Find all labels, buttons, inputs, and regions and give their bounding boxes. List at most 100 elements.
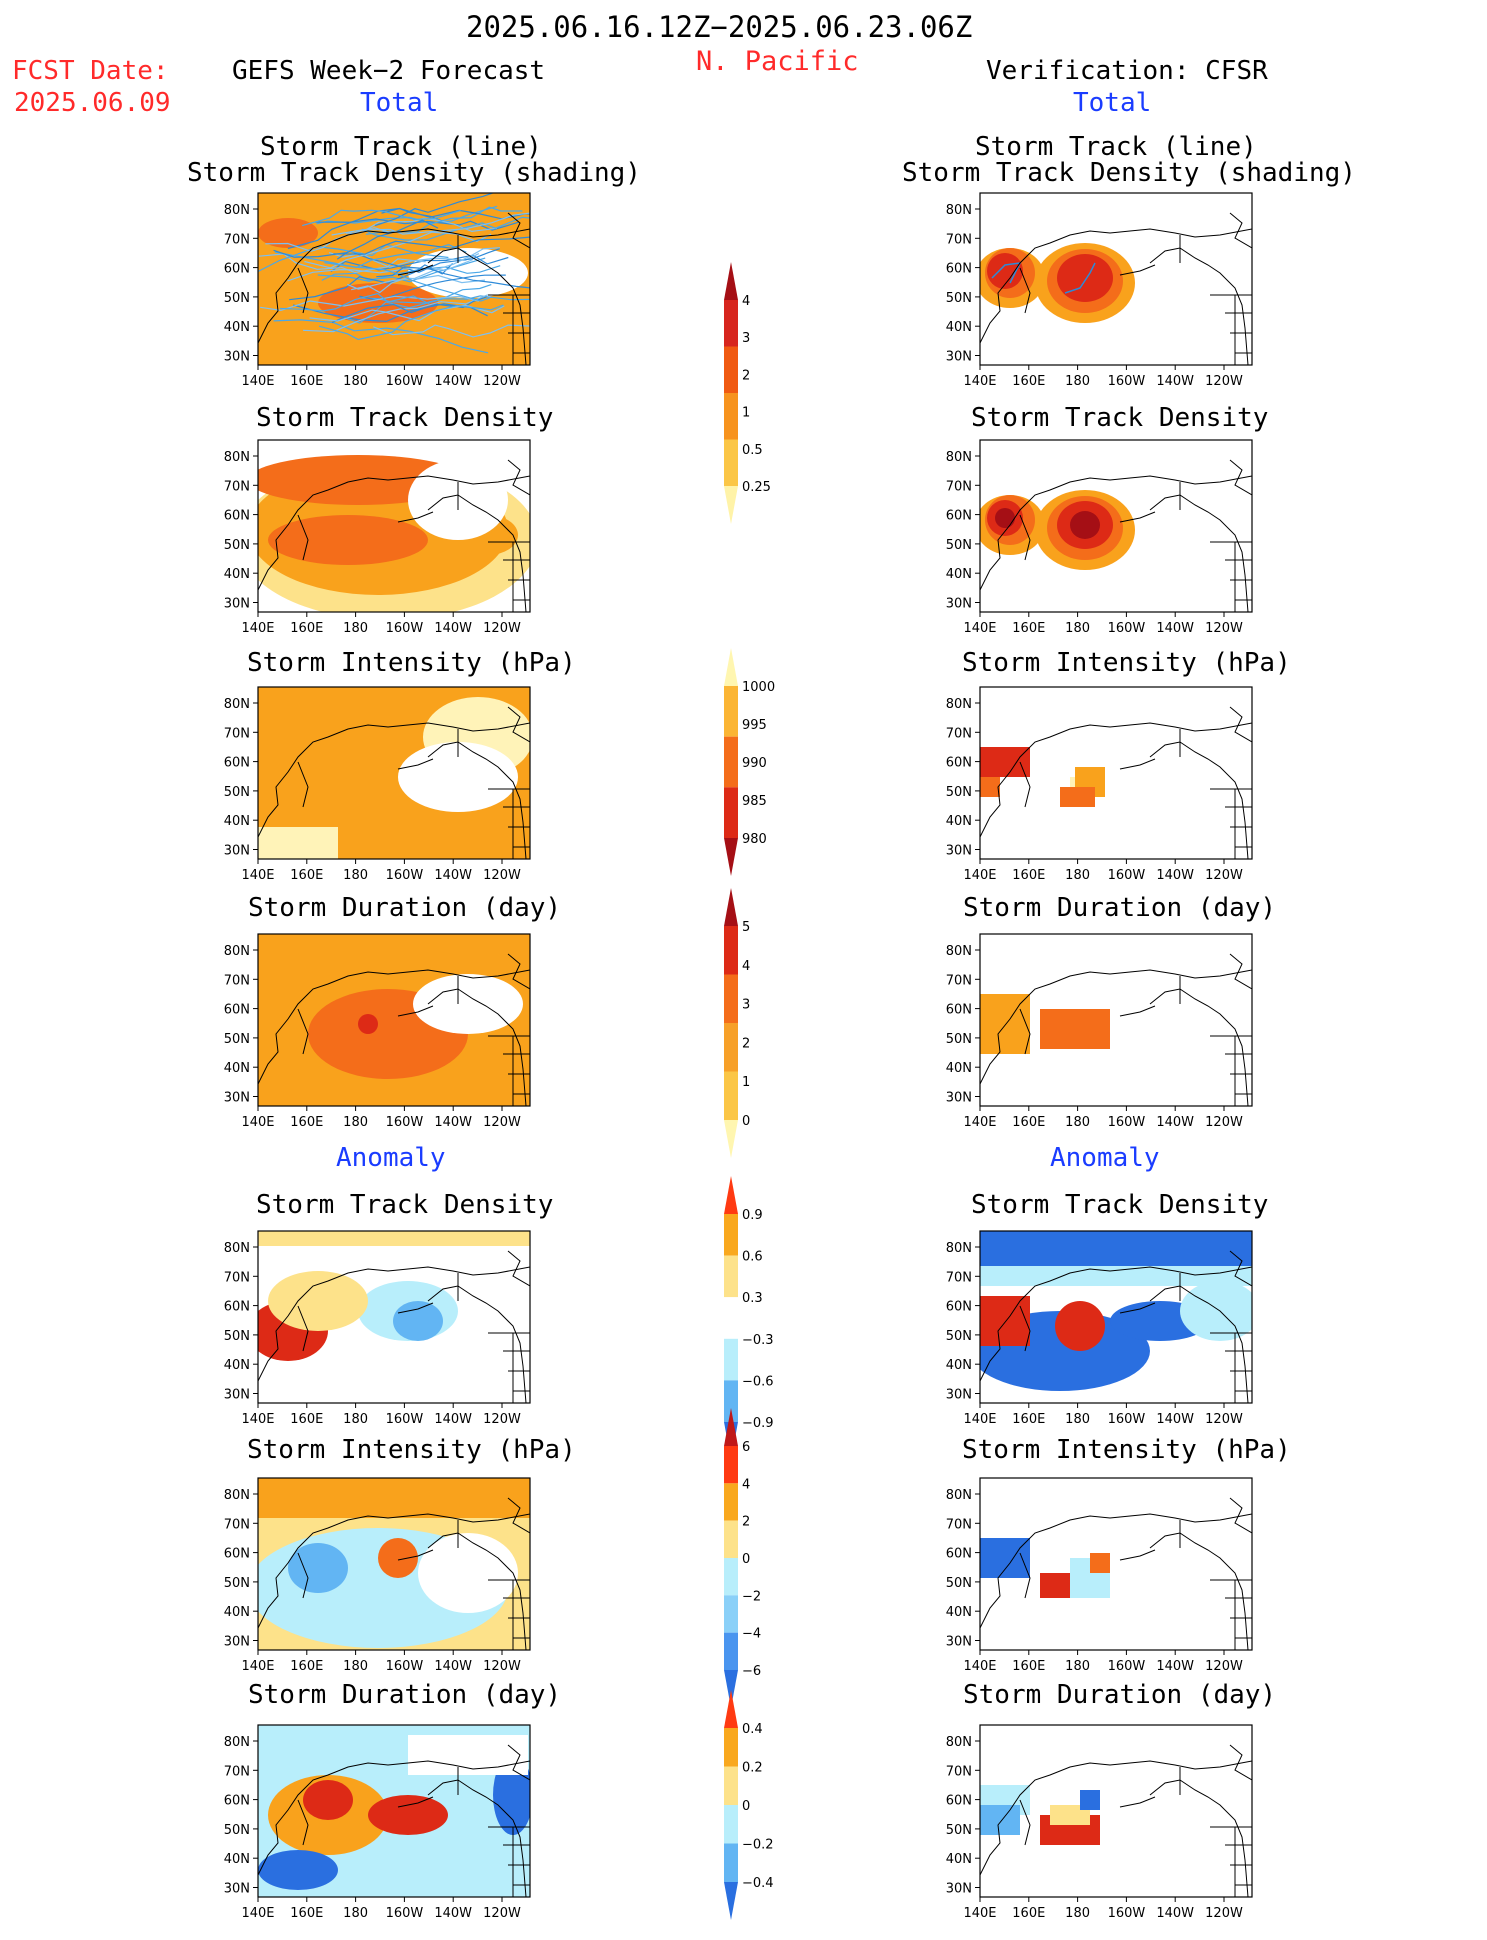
lat-tick-label: 80N: [946, 697, 972, 712]
colorbar-label: 0.6: [742, 1250, 763, 1265]
lat-tick-label: 40N: [224, 1358, 250, 1373]
colorbar-swatch: [724, 1214, 738, 1256]
lat-tick-label: 40N: [224, 1852, 250, 1867]
colorbar-swatch: [724, 346, 738, 393]
colorbar-swatch: [724, 1483, 738, 1521]
left-p6-title: Storm Intensity (hPa): [247, 1435, 576, 1465]
fcst-date-label: FCST Date:: [12, 56, 169, 86]
shading-blob: [1055, 1301, 1105, 1351]
lon-tick-label: 160E: [1012, 374, 1045, 389]
left-column-title: GEFS Week−2 Forecast: [232, 56, 546, 86]
lon-tick-label: 160E: [1012, 868, 1045, 883]
lon-tick-label: 160W: [1108, 621, 1146, 636]
lat-tick-label: 40N: [224, 1061, 250, 1076]
lat-tick-label: 60N: [946, 1003, 972, 1018]
lon-tick-label: 140E: [963, 621, 996, 636]
shading-cell: [980, 1266, 1252, 1286]
shading-cell: [258, 1231, 530, 1246]
lat-tick-label: 60N: [946, 1794, 972, 1809]
right-duration-anom-plot: 80N 70N 60N 50N 40N 30N 140E 160E 180 160W 140W 120…: [946, 1724, 1253, 1921]
lon-tick-label: 160W: [386, 374, 424, 389]
lon-tick-label: 140E: [241, 1906, 274, 1921]
right-p2-title: Storm Track Density: [971, 403, 1269, 433]
left-p4-title: Storm Duration (day): [248, 893, 562, 923]
lat-tick-label: 70N: [224, 1764, 250, 1779]
left-duration-anom-plot: 80N 70N 60N 50N 40N 30N 140E 160E 180 160W 140W 120…: [224, 1724, 531, 1921]
lat-tick-label: 50N: [224, 1032, 250, 1047]
lon-tick-label: 160E: [1012, 1115, 1045, 1130]
right-intensity-plot: 80N 70N 60N 50N 40N 30N 140E 160E 180 160W 140W 120…: [946, 686, 1253, 883]
colorbar-label: 0.9: [742, 1208, 763, 1223]
lon-tick-label: 180: [343, 1115, 368, 1130]
lat-tick-label: 30N: [946, 1635, 972, 1650]
colorbar-bottom-arrow: [724, 1882, 738, 1920]
colorbar-label: 0: [742, 1552, 750, 1567]
lon-tick-label: 140W: [1156, 374, 1194, 389]
lon-tick-label: 140E: [963, 374, 996, 389]
lon-tick-label: 160E: [290, 1906, 323, 1921]
left-intensity-map: 80N 70N 60N 50N 40N 30N 140E 160E 180 160W 140W 120…: [224, 686, 531, 883]
lon-tick-label: 140W: [434, 374, 472, 389]
left-density-anom-map: 80N 70N 60N 50N 40N 30N 140E 160E 180 160W 140W 120…: [224, 1230, 531, 1427]
shading-cell: [1080, 1790, 1100, 1810]
lon-tick-label: 120W: [483, 621, 521, 636]
shading-blob: [268, 1271, 368, 1331]
shading-blob: [418, 1533, 518, 1613]
shading-blob: [268, 515, 428, 565]
lon-tick-label: 180: [1065, 1659, 1090, 1674]
shading-blob: [288, 1543, 348, 1593]
colorbar-swatch: [724, 1255, 738, 1298]
colorbar-swatch: [724, 1380, 738, 1422]
colorbar-swatch: [724, 300, 738, 347]
colorbar-bottom-arrow: [724, 486, 738, 524]
lat-tick-label: 40N: [946, 814, 972, 829]
lon-tick-label: 160E: [1012, 1412, 1045, 1427]
colorbar-label: −0.2: [742, 1838, 774, 1853]
lon-tick-label: 140E: [241, 374, 274, 389]
lon-tick-label: 180: [343, 1412, 368, 1427]
lon-tick-label: 140E: [241, 1412, 274, 1427]
shading-blob: [413, 974, 523, 1034]
lat-tick-label: 50N: [946, 1823, 972, 1838]
lat-tick-label: 70N: [946, 973, 972, 988]
lon-tick-label: 160W: [386, 621, 424, 636]
lat-tick-label: 70N: [946, 1764, 972, 1779]
colorbar-swatch: [724, 1338, 738, 1381]
lat-tick-label: 70N: [224, 1270, 250, 1285]
shading-blob: [987, 253, 1023, 289]
colorbar-label: −6: [742, 1664, 761, 1679]
colorbar-density_anom: 0.9 0.6 0.3 −0.3 −0.6 −0.9: [724, 1176, 774, 1460]
lat-tick-label: 60N: [224, 262, 250, 277]
left-intensity-anom-plot: 80N 70N 60N 50N 40N 30N 140E 160E 180 160W 140W 120…: [224, 1477, 531, 1674]
lat-tick-label: 80N: [224, 1241, 250, 1256]
lat-tick-label: 80N: [946, 203, 972, 218]
lon-tick-label: 140E: [963, 1906, 996, 1921]
lon-tick-label: 140E: [963, 1115, 996, 1130]
lat-tick-label: 80N: [224, 697, 250, 712]
lon-tick-label: 180: [343, 868, 368, 883]
shading-blob: [398, 742, 518, 812]
right-density-map: 80N 70N 60N 50N 40N 30N 140E 160E 180 160W 140W 120…: [946, 439, 1253, 636]
lon-tick-label: 120W: [483, 1115, 521, 1130]
lat-tick-label: 40N: [946, 1852, 972, 1867]
lon-tick-label: 160E: [290, 1659, 323, 1674]
lon-tick-label: 160E: [290, 1115, 323, 1130]
lon-tick-label: 140E: [963, 1412, 996, 1427]
right-p1-title-line1: Storm Track (line): [975, 132, 1257, 162]
lon-tick-label: 140E: [241, 1659, 274, 1674]
left-p3-title: Storm Intensity (hPa): [247, 648, 576, 678]
lon-tick-label: 120W: [1205, 1412, 1243, 1427]
lon-tick-label: 180: [1065, 868, 1090, 883]
shading-blob: [995, 508, 1015, 528]
lat-tick-label: 30N: [224, 597, 250, 612]
lon-tick-label: 120W: [1205, 621, 1243, 636]
lat-tick-label: 80N: [946, 450, 972, 465]
lon-tick-label: 180: [343, 374, 368, 389]
colorbar-duration: 5 4 3 2 1 0: [724, 888, 750, 1158]
colorbar-swatch: [724, 1071, 738, 1120]
lon-tick-label: 120W: [1205, 1115, 1243, 1130]
lat-tick-label: 60N: [946, 756, 972, 771]
colorbar-swatch: [724, 736, 738, 788]
colorbar-intensity_anom: 6 4 2 0 −2 −4 −6: [724, 1408, 761, 1708]
lat-tick-label: 70N: [224, 232, 250, 247]
